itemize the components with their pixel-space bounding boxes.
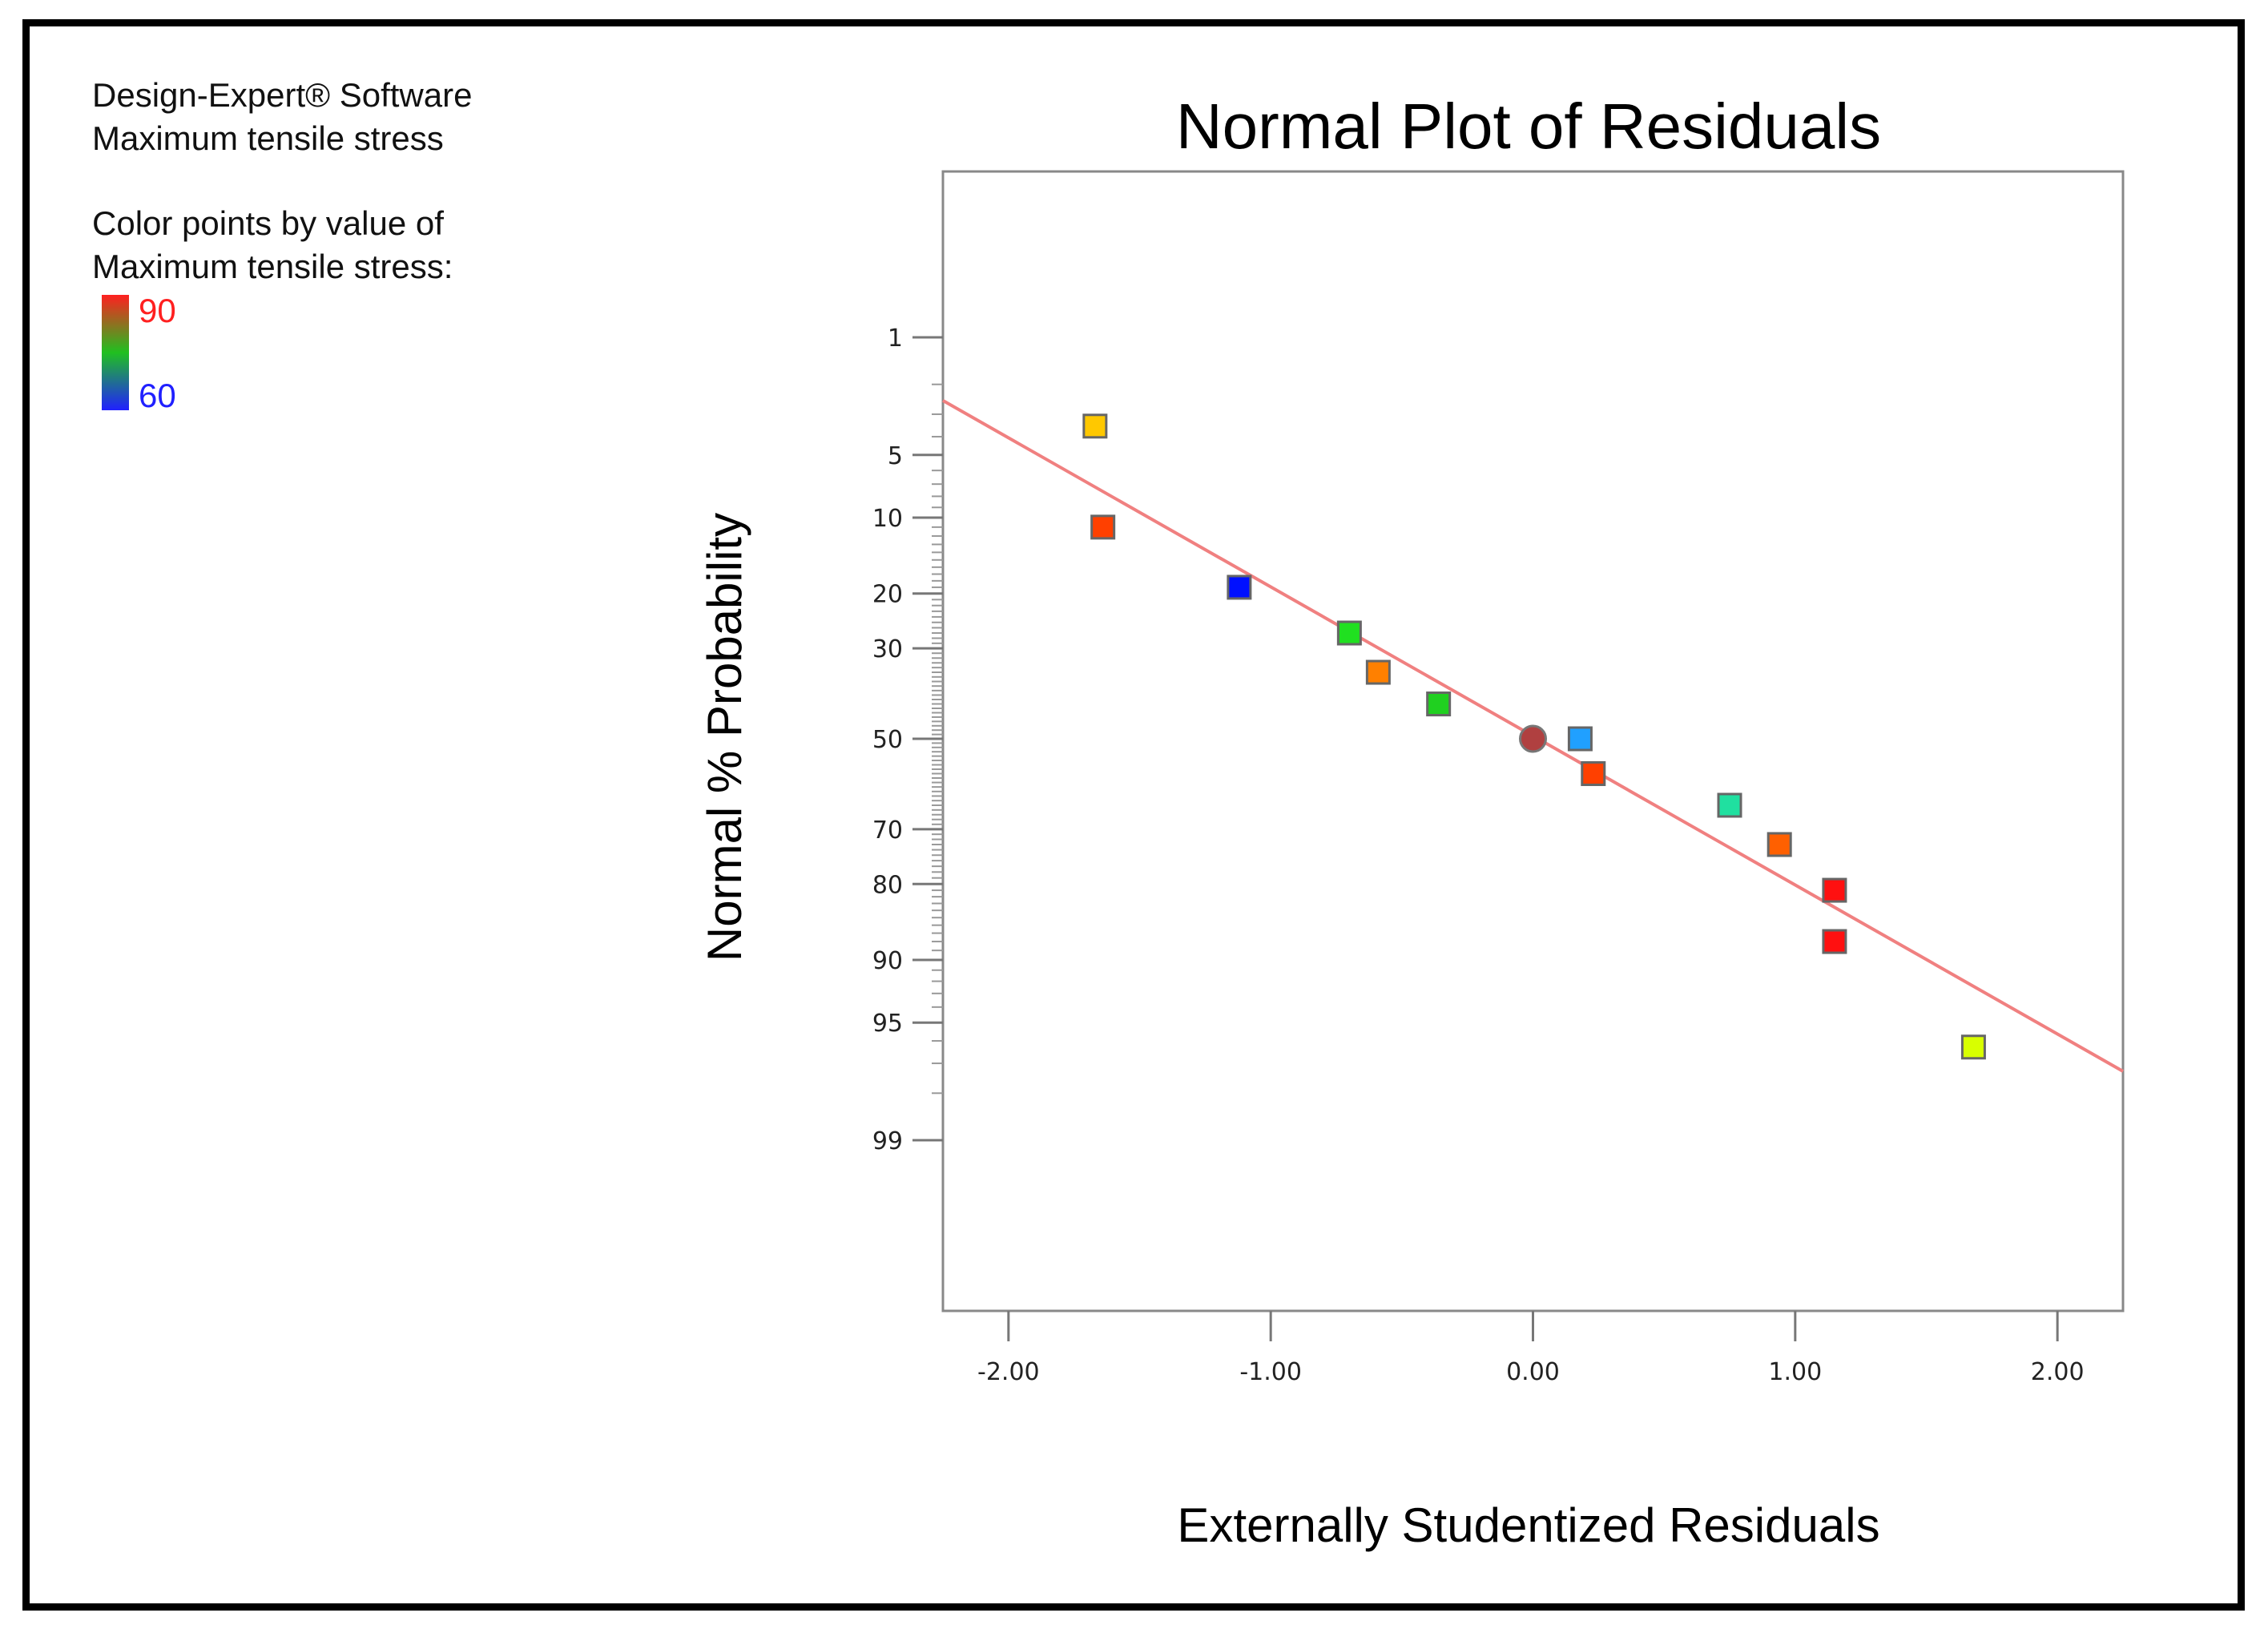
y-tick-label: 5 <box>888 442 903 470</box>
data-point-circle <box>1519 724 1547 753</box>
data-point-square <box>1426 692 1452 717</box>
y-tick-label: 1 <box>888 325 903 353</box>
data-point-square <box>1365 659 1391 685</box>
data-point-square <box>1336 620 1362 646</box>
x-axis: -2.00 -1.00 0.00 1.00 2.00 <box>977 1311 2085 1386</box>
data-point-square <box>1567 726 1593 752</box>
legend-max-label: 90 <box>139 292 176 329</box>
y-tick-label: 10 <box>872 505 903 533</box>
x-tick-label: -2.00 <box>977 1358 1040 1386</box>
y-tick-label: 30 <box>872 635 903 663</box>
legend-caption-line1: Color points by value of <box>92 204 444 242</box>
data-point-square <box>1227 575 1252 600</box>
y-axis-label: Normal % Probability <box>698 513 751 962</box>
y-tick-label: 99 <box>872 1127 903 1155</box>
figure-frame <box>22 19 2245 1611</box>
data-point-square <box>1822 877 1847 903</box>
legend-min-label: 60 <box>139 377 176 414</box>
x-tick-label: 0.00 <box>1506 1358 1560 1386</box>
x-tick-label: -1.00 <box>1239 1358 1302 1386</box>
data-point-square <box>1960 1034 1986 1060</box>
legend-color-bar <box>102 295 129 410</box>
y-tick-label: 95 <box>872 1010 903 1038</box>
data-point-square <box>1082 413 1108 439</box>
y-tick-label: 20 <box>872 581 903 609</box>
y-tick-label: 80 <box>872 871 903 899</box>
y-tick-label: 50 <box>872 726 903 754</box>
y-minor-ticks <box>932 383 943 1095</box>
legend-caption-line2: Maximum tensile stress: <box>92 248 453 285</box>
y-tick-label: 70 <box>872 816 903 845</box>
response-name: Maximum tensile stress <box>92 119 444 157</box>
x-tick-label: 2.00 <box>2031 1358 2085 1386</box>
x-axis-label: Externally Studentized Residuals <box>1177 1498 1879 1552</box>
data-point-square <box>1766 832 1792 857</box>
data-points <box>1082 413 1986 1060</box>
data-point-square <box>1090 514 1116 540</box>
y-axis: 1 5 10 20 30 50 70 80 90 95 99 <box>872 325 943 1155</box>
data-point-square <box>1822 929 1847 954</box>
data-point-square <box>1717 792 1742 818</box>
software-title: Design-Expert® Software <box>92 76 473 114</box>
chart-title: Normal Plot of Residuals <box>1176 91 1881 162</box>
x-tick-label: 1.00 <box>1768 1358 1822 1386</box>
y-tick-label: 90 <box>872 947 903 975</box>
data-point-square <box>1581 760 1606 786</box>
